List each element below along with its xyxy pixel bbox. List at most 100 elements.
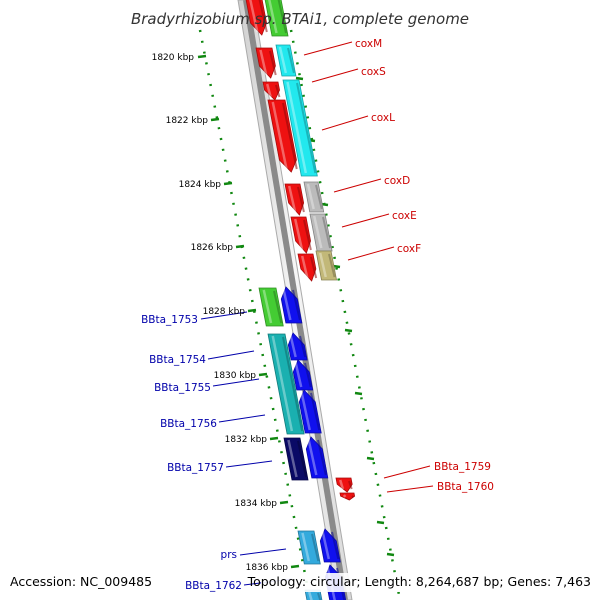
gene-green-top-body — [264, 0, 289, 37]
gene-label-coxE[interactable]: coxE — [392, 210, 417, 222]
gene-bbta1753-green-body — [258, 287, 284, 327]
gene-coxE-grey-highlight — [312, 215, 323, 249]
gene-coxF-olive-shade — [328, 253, 336, 278]
tick-label-1820: 1820 kbp — [152, 53, 195, 63]
label-connector-12 — [225, 460, 273, 468]
gene-bbta1753 — [280, 286, 303, 324]
gene-bbta1757-navy-highlight — [287, 439, 298, 478]
gene-label-bbta1762[interactable]: BBta_1762 — [185, 580, 242, 592]
label-connector-6 — [383, 465, 431, 479]
gene-label-bbta1756[interactable]: BBta_1756 — [160, 418, 217, 430]
gene-bbta1760 — [339, 492, 356, 501]
gene-bbta1754 — [287, 332, 308, 361]
gene-prs-light-highlight — [301, 532, 311, 562]
gene-label-coxD[interactable]: coxD — [384, 175, 410, 187]
label-connector-3 — [333, 178, 382, 193]
gene-bbta1753-green-shade — [273, 290, 283, 324]
gene-prs — [319, 528, 341, 563]
gene-prs-highlight — [321, 530, 331, 560]
label-connector-2 — [321, 115, 369, 131]
label-connector-4 — [341, 213, 390, 228]
gene-label-coxM[interactable]: coxM — [355, 38, 382, 50]
gene-coxM-shade — [269, 50, 277, 76]
ruler-tick-right-8 — [386, 552, 395, 557]
gene-coxF-olive-highlight — [318, 252, 327, 278]
gene-bbta1760-highlight — [342, 494, 347, 498]
gene-green-top — [264, 0, 289, 37]
gene-label-bbta1754[interactable]: BBta_1754 — [149, 354, 206, 366]
gene-label-coxL[interactable]: coxL — [371, 112, 395, 124]
gene-bbta1757-highlight — [307, 438, 318, 476]
label-connector-0 — [303, 41, 353, 56]
tick-label-1830: 1830 kbp — [214, 371, 257, 381]
gene-coxD-shade — [297, 186, 305, 213]
gene-label-bbta1757[interactable]: BBta_1757 — [167, 462, 224, 474]
gene-bbta1760-body — [339, 492, 356, 501]
tick-label-1834: 1834 kbp — [235, 499, 278, 509]
gene-coxL-red-shade — [282, 102, 298, 170]
label-connector-7 — [386, 485, 434, 493]
gene-green-top-shade — [277, 0, 287, 34]
genome-summary-text: Topology: circular; Length: 8,264,687 bp… — [247, 574, 591, 589]
label-connector-11 — [218, 414, 266, 423]
gene-coxF-olive-body — [315, 250, 338, 281]
gene-label-coxS[interactable]: coxS — [361, 66, 386, 78]
tick-label-1824: 1824 kbp — [179, 180, 222, 190]
gene-coxS-strip-shade — [287, 47, 295, 74]
gene-features — [245, 0, 356, 600]
ruler-tick-right-0 — [295, 76, 304, 81]
gene-coxF-shade — [310, 256, 318, 279]
gene-bbta1762-light-highlight — [307, 591, 313, 600]
gene-coxL-highlight — [286, 81, 308, 174]
ruler-tick-8 — [290, 564, 300, 569]
genome-title: Bradyrhizobium sp. BTAi1, complete genom… — [131, 10, 469, 28]
gene-label-prs[interactable]: prs — [221, 549, 237, 561]
gene-bbta1753-shade — [292, 289, 301, 321]
gene-coxD-grey-body — [303, 181, 325, 213]
gene-bbta1756-highlight — [300, 391, 311, 431]
ruler-tick-right-4 — [344, 328, 353, 333]
gene-bbta1757-shade — [317, 439, 327, 476]
ruler-tick-2 — [223, 181, 233, 186]
gene-label-coxF[interactable]: coxF — [397, 243, 421, 255]
gene-label-bbta1760[interactable]: BBta_1760 — [437, 481, 494, 493]
ruler-tick-0 — [197, 54, 207, 59]
ruler-tick-right-7 — [376, 520, 385, 525]
gene-coxS — [262, 81, 281, 101]
gene-coxS-strip — [275, 44, 297, 77]
ruler-tick-right-6 — [366, 456, 375, 461]
gene-coxL-red-highlight — [271, 101, 288, 170]
gene-coxE-grey-body — [309, 213, 333, 252]
label-connector-1 — [311, 68, 359, 83]
gene-coxM — [255, 47, 277, 79]
gene-bbta1762-light-shade — [317, 592, 322, 600]
ruler-tick-7 — [279, 500, 289, 505]
gene-red-top — [245, 0, 268, 36]
gene-bbta1757-navy — [283, 437, 309, 481]
ruler-tick-5 — [258, 372, 268, 377]
tick-label-1836: 1836 kbp — [246, 563, 289, 573]
gene-coxS-highlight — [265, 83, 272, 98]
gene-label-bbta1755[interactable]: BBta_1755 — [154, 382, 211, 394]
tick-label-1826: 1826 kbp — [191, 243, 234, 253]
gene-coxF — [297, 253, 318, 282]
gene-bbta1759-shade — [348, 480, 353, 490]
gene-coxF-olive — [315, 250, 338, 281]
gene-label-bbta1759[interactable]: BBta_1759 — [434, 461, 491, 473]
gene-prs-light-shade — [311, 533, 320, 562]
gene-coxS-strip-highlight — [278, 46, 288, 74]
gene-bbta1760-shade — [351, 495, 354, 498]
gene-coxE — [290, 216, 312, 254]
gene-coxD — [284, 183, 305, 216]
gene-label-bbta1753[interactable]: BBta_1753 — [141, 314, 198, 326]
gene-bbta1756 — [298, 389, 322, 434]
gene-bbta1755-highlight — [294, 361, 303, 388]
tick-label-1828: 1828 kbp — [203, 307, 246, 317]
gene-bbta1757 — [305, 436, 329, 479]
ruler-tick-6 — [269, 436, 279, 441]
gene-bbta1753-green-highlight — [262, 289, 273, 324]
gene-red-top-highlight — [249, 0, 259, 33]
gene-coxM-highlight — [259, 49, 268, 76]
gene-bbta1753-highlight — [282, 288, 292, 321]
gene-coxF-highlight — [300, 255, 309, 279]
